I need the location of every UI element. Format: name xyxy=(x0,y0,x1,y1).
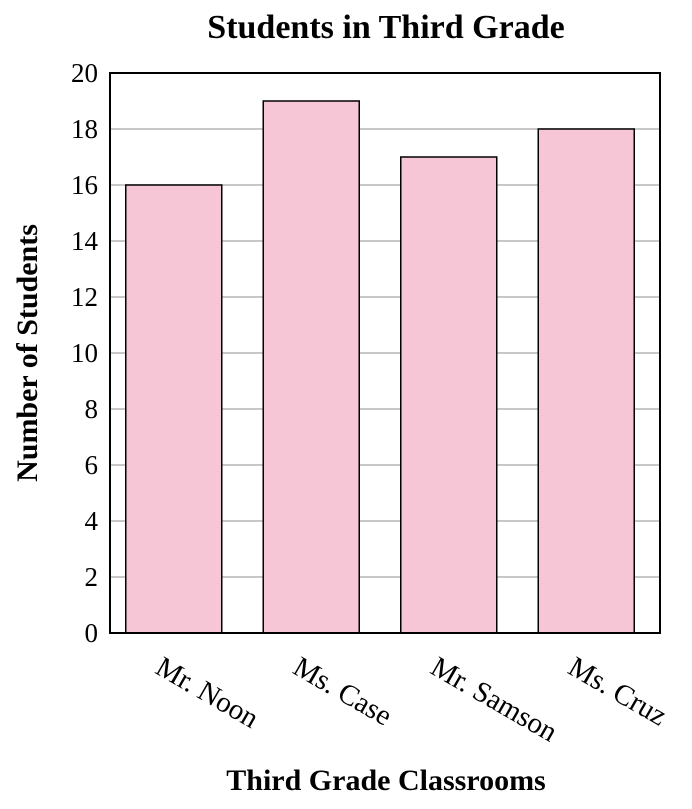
y-tick-label: 0 xyxy=(85,618,99,648)
y-tick-label: 20 xyxy=(71,58,98,88)
y-tick-label: 18 xyxy=(71,114,98,144)
y-tick-label: 10 xyxy=(71,338,98,368)
plot-frame xyxy=(109,72,661,634)
x-tick-label: Mr. Samson xyxy=(425,651,563,749)
x-axis-label: Third Grade Classrooms xyxy=(226,764,545,797)
x-tick-labels: Mr. Noon Ms. Case Mr. Samson Ms. Cruz xyxy=(150,651,672,749)
y-tick-label: 16 xyxy=(71,170,98,200)
y-tick-label: 4 xyxy=(85,506,99,536)
y-tick-labels: 0 2 4 6 8 10 12 14 16 18 20 xyxy=(71,58,99,648)
bars xyxy=(125,100,635,634)
bar xyxy=(262,100,360,634)
x-tick-label: Ms. Cruz xyxy=(563,651,673,733)
y-tick-label: 6 xyxy=(85,450,99,480)
bar xyxy=(537,128,635,634)
x-tick-label: Ms. Case xyxy=(288,651,397,733)
x-tick-label: Mr. Noon xyxy=(150,651,264,735)
bar xyxy=(400,156,498,634)
y-tick-label: 2 xyxy=(85,562,99,592)
y-axis-label: Number of Students xyxy=(11,224,44,482)
y-tick-label: 14 xyxy=(71,226,99,256)
chart-title: Students in Third Grade xyxy=(207,9,564,46)
y-tick-label: 12 xyxy=(71,282,98,312)
y-tick-label: 8 xyxy=(85,394,99,424)
bar xyxy=(125,184,223,634)
